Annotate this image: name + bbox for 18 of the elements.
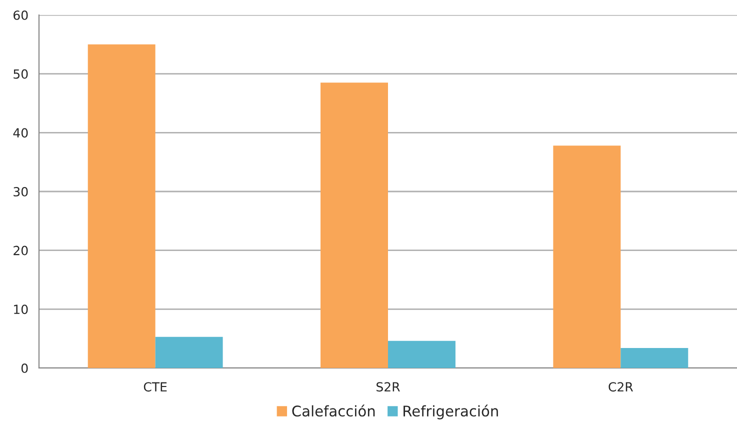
bar xyxy=(320,82,388,368)
y-tick-label: 10 xyxy=(14,304,28,314)
bar xyxy=(88,44,156,368)
y-tick-label: 30 xyxy=(14,186,28,196)
x-tick-label: CTE xyxy=(144,382,167,392)
bar xyxy=(553,146,621,368)
x-tick-label: S2R xyxy=(376,382,400,392)
legend-label: Refrigeración xyxy=(404,404,498,420)
bar xyxy=(620,348,688,368)
y-tick-label: 0 xyxy=(21,363,28,373)
bar xyxy=(155,336,223,368)
y-tick-label: 40 xyxy=(13,128,28,138)
bar xyxy=(388,340,456,368)
y-tick-label: 50 xyxy=(14,69,28,79)
y-tick-label: 60 xyxy=(14,10,28,20)
y-tick-label: 20 xyxy=(14,246,28,256)
x-tick-label: C2R xyxy=(608,382,633,392)
legend-label: Calefacción xyxy=(292,404,375,417)
